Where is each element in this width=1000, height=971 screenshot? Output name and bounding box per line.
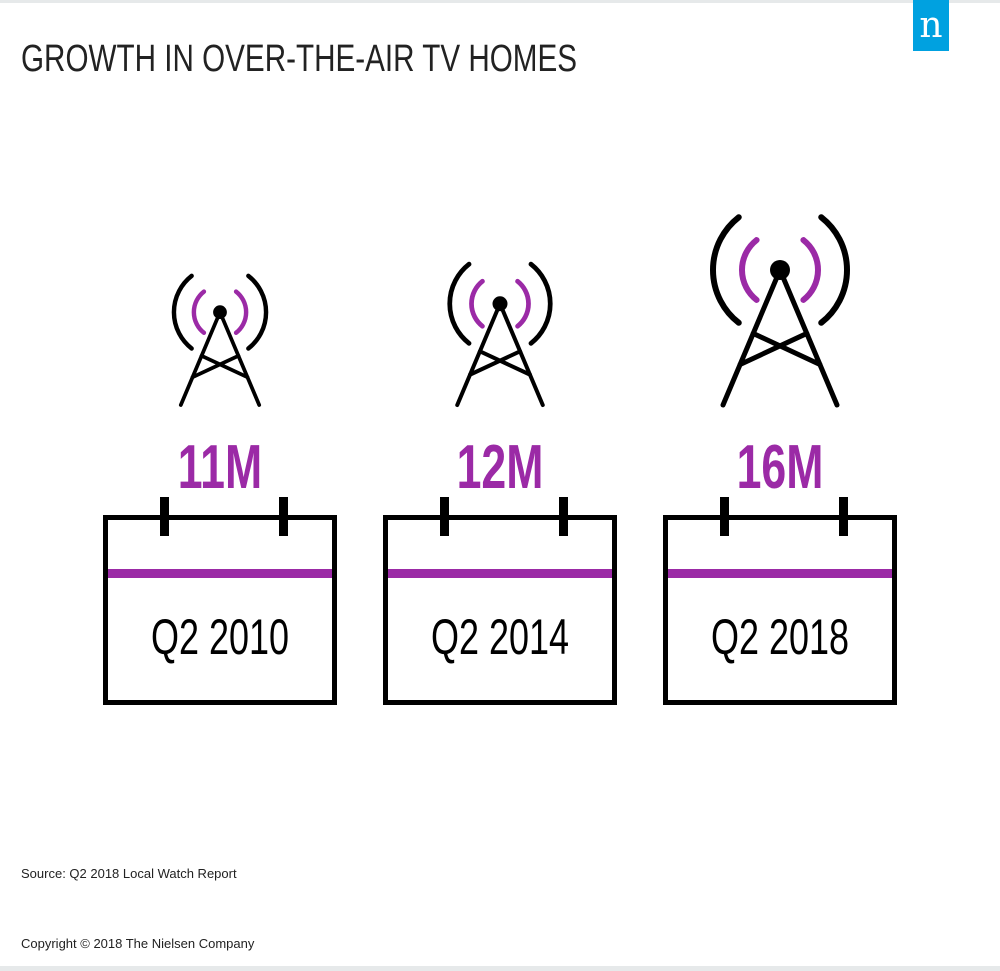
source-note: Source: Q2 2018 Local Watch Report (21, 866, 237, 881)
copyright-note: Copyright © 2018 The Nielsen Company (21, 936, 255, 951)
signal-wave-outer-right (818, 214, 850, 326)
calendar-frame (663, 515, 897, 705)
calendar-ring (720, 497, 729, 536)
tower-leg-left (455, 301, 502, 407)
calendar-icon: Q2 2010 (103, 497, 337, 705)
value-label: 12M (457, 433, 544, 502)
tower-leg-left (178, 310, 222, 407)
calendar-frame (103, 515, 337, 705)
tower-leg-right (218, 310, 262, 407)
calendar-ring (279, 497, 288, 536)
broadcast-tower-icon (455, 301, 545, 407)
calendar-ring (160, 497, 169, 536)
tower-leg-right (777, 267, 840, 408)
signal-wave-outer-left (171, 273, 194, 351)
signal-wave-outer-right (246, 273, 269, 351)
chart-title: GROWTH IN OVER-THE-AIR TV HOMES (21, 38, 578, 80)
tower-beacon (213, 305, 227, 320)
top-divider (0, 0, 1000, 3)
tower-beacon (770, 260, 790, 280)
category-label: Q2 2018 (711, 610, 849, 665)
calendar-header-bar (388, 569, 612, 578)
tower-brace (477, 349, 532, 377)
signal-wave-inner-left (739, 237, 760, 303)
calendar-ring (839, 497, 848, 536)
calendar-ring (559, 497, 568, 536)
signal-wave-outer-right (528, 261, 553, 346)
tower-brace (199, 353, 250, 380)
tower-brace (737, 330, 810, 367)
tower-group: 11M Q2 2010 (103, 273, 337, 705)
calendar-icon: Q2 2014 (383, 497, 617, 705)
calendar-header-bar (108, 569, 332, 578)
broadcast-tower-icon (720, 267, 840, 408)
tower-group: 12M Q2 2014 (383, 261, 617, 705)
tower-beacon (492, 296, 508, 312)
value-label: 16M (737, 433, 824, 502)
tower-brace (750, 330, 823, 367)
category-label: Q2 2010 (151, 610, 289, 665)
tower-group: 16M Q2 2018 (663, 214, 897, 705)
bottom-divider (0, 966, 1000, 971)
signal-wave-inner-right (515, 278, 531, 329)
category-label: Q2 2014 (431, 610, 569, 665)
tower-leg-right (498, 301, 545, 407)
tower-leg-left (720, 267, 783, 408)
signal-wave-inner-right (800, 237, 821, 303)
value-label: 11M (178, 433, 262, 502)
calendar-ring (440, 497, 449, 536)
tower-brace (468, 349, 523, 377)
signal-wave-inner-right (233, 289, 249, 335)
tower-brace (190, 353, 241, 380)
signal-wave-inner-left (191, 289, 207, 335)
signal-wave-outer-left (710, 214, 742, 326)
calendar-header-bar (668, 569, 892, 578)
broadcast-tower-icon (178, 310, 262, 407)
calendar-frame (383, 515, 617, 705)
calendar-icon: Q2 2018 (663, 497, 897, 705)
signal-wave-outer-left (447, 261, 472, 346)
signal-wave-inner-left (469, 278, 485, 329)
nielsen-logo: n (913, 0, 949, 51)
